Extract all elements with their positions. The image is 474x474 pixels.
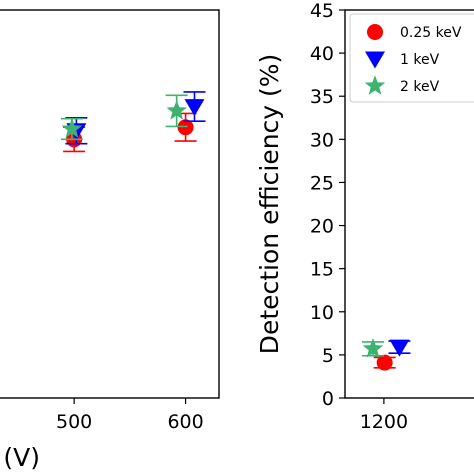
x-tick-label: 1200	[360, 411, 408, 433]
y-tick-label: 35	[310, 86, 334, 108]
y-tick-label: 15	[310, 259, 334, 281]
y-tick-label: 45	[310, 0, 334, 22]
x-axis-label: e (V)	[0, 443, 40, 472]
legend-marker	[364, 75, 386, 95]
data-point	[389, 339, 410, 357]
legend-marker	[365, 51, 385, 69]
legend-label: 0.25 keV	[400, 25, 462, 41]
plot-frame	[0, 9, 220, 399]
y-axis-label: Detection efficiency (%)	[255, 54, 284, 355]
legend-marker	[367, 24, 383, 40]
legend-label: 2 keV	[400, 79, 440, 95]
data-point	[184, 99, 205, 117]
data-point	[166, 100, 187, 120]
plot-frame	[344, 9, 474, 399]
data-layer	[362, 338, 411, 371]
data-layer	[60, 91, 206, 153]
data-point	[362, 338, 384, 358]
y-tick-label: 10	[310, 302, 334, 324]
y-tick-label: 30	[310, 129, 334, 151]
data-point	[376, 354, 393, 371]
right-panel: 1200 0 5 10 15 20 25 30 35 40 45 Detection efficien…	[255, 0, 474, 433]
data-point	[61, 118, 83, 138]
y-tick-label: 20	[310, 216, 334, 238]
y-tick-label: 40	[310, 43, 334, 65]
y-tick-label: 25	[310, 172, 334, 194]
legend: 0.25 keV 1 keV 2 keV	[349, 13, 474, 103]
y-tick-label: 5	[322, 345, 334, 367]
x-tick-label: 500	[56, 411, 92, 433]
legend-label: 1 keV	[400, 52, 440, 68]
y-tick-label: 0	[322, 388, 334, 410]
left-panel: 500 600 e (V)	[0, 9, 220, 472]
x-tick-label: 600	[167, 411, 203, 433]
data-point	[177, 119, 194, 136]
